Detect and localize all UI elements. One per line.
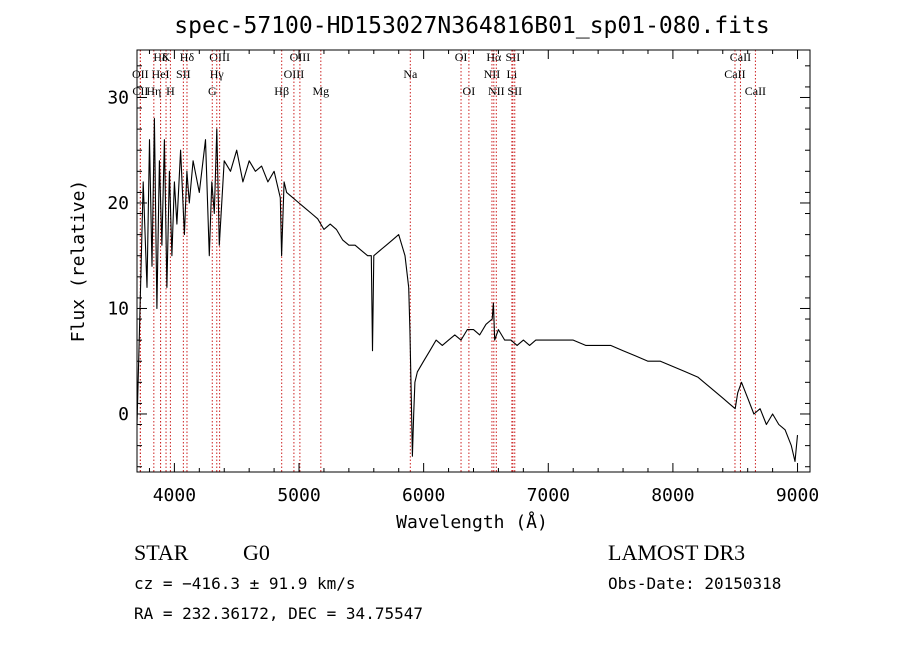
line-label-23: Li	[507, 67, 518, 81]
line-label-5: K	[162, 50, 171, 64]
line-label-17: OI	[455, 50, 468, 64]
line-label-13: OIII	[290, 50, 311, 64]
line-label-12: Hβ	[274, 84, 289, 98]
x-tick-label-5: 9000	[776, 485, 819, 506]
x-axis-label: Wavelength (Å)	[396, 511, 548, 533]
line-label-1: OII	[132, 67, 149, 81]
x-tick-label-4: 8000	[651, 485, 694, 506]
y-tick-label-1: 10	[107, 298, 129, 319]
object-subclass: G0	[243, 540, 270, 565]
line-label-10: Hγ	[210, 67, 225, 81]
series-layer	[136, 118, 799, 462]
line-label-9: OIII	[209, 50, 230, 64]
x-tick-label-2: 6000	[402, 485, 445, 506]
line-label-14: OIII	[284, 67, 305, 81]
line-label-8: Hδ	[180, 50, 195, 64]
x-tick-label-3: 7000	[527, 485, 570, 506]
axis-ticks: 4000 5000 6000 7000 8000 9000 0 10 20 30	[107, 50, 819, 506]
y-tick-label-3: 30	[107, 87, 129, 108]
line-label-24: SII	[507, 84, 522, 98]
line-label-21: NII	[488, 84, 505, 98]
x-tick-label-1: 5000	[277, 485, 320, 506]
line-label-11: G	[208, 84, 217, 98]
series-line-0	[136, 118, 799, 462]
line-label-18: OI	[463, 84, 476, 98]
object-class: STAR	[134, 540, 189, 565]
line-label-6: SII	[176, 67, 191, 81]
line-label-7: H	[166, 84, 175, 98]
y-tick-label-0: 0	[118, 404, 129, 425]
coordinates: RA = 232.36172, DEC = 34.75547	[134, 604, 423, 623]
redshift-velocity: cz = −416.3 ± 91.9 km/s	[134, 574, 356, 593]
line-label-20: NII	[484, 67, 501, 81]
survey-name: LAMOST DR3	[608, 540, 746, 565]
line-label-16: Na	[403, 67, 418, 81]
y-axis-label: Flux (relative)	[68, 180, 89, 343]
x-tick-label-0: 4000	[153, 485, 196, 506]
line-label-15: Mg	[312, 84, 329, 98]
chart-title: spec-57100-HD153027N364816B01_sp01-080.f…	[174, 13, 769, 39]
line-label-22: SII	[506, 50, 521, 64]
y-tick-label-2: 20	[107, 193, 129, 214]
line-label-19: Hα	[486, 50, 502, 64]
line-label-27: CaII	[745, 84, 766, 98]
observation-date: Obs-Date: 20150318	[608, 574, 782, 593]
plot-frame	[136, 49, 811, 473]
line-label-2: CII	[132, 84, 148, 98]
line-label-3: HeI	[152, 67, 170, 81]
line-label-4: Hη	[146, 84, 161, 98]
line-label-26: CaII	[724, 67, 745, 81]
